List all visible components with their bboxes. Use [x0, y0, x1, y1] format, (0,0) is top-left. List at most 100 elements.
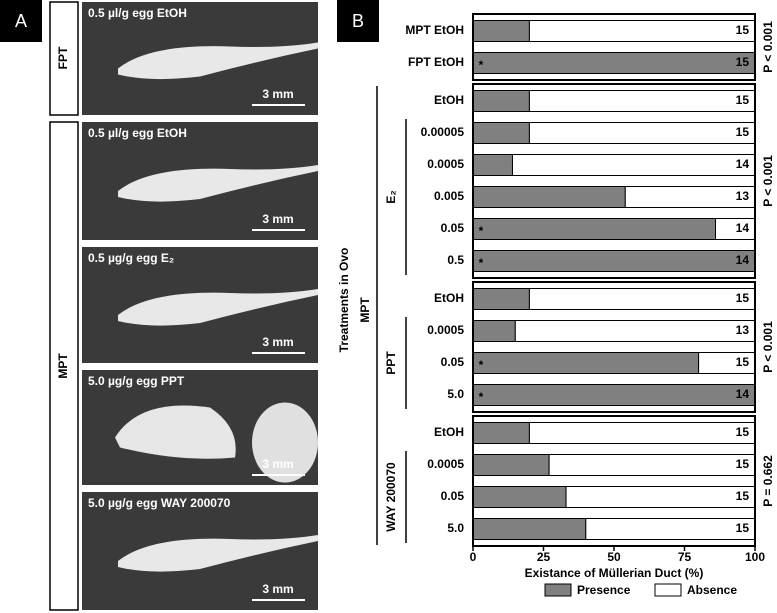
row-label: EtOH	[434, 425, 464, 439]
bar	[472, 218, 717, 240]
significance: *	[479, 58, 484, 72]
p-value: P < 0.001	[761, 321, 775, 373]
row-label: MPT EtOH	[405, 23, 464, 37]
row-label: EtOH	[434, 93, 464, 107]
row-label: 5.0	[447, 521, 464, 535]
n-label: 15	[736, 457, 750, 471]
scale-label: 3 mm	[262, 457, 293, 471]
legend-swatch	[544, 583, 572, 597]
bar	[472, 20, 530, 42]
bar	[528, 422, 756, 444]
tissue	[118, 289, 318, 326]
row-label: 0.05	[441, 489, 465, 503]
bar	[472, 454, 550, 476]
fpt-label: FPT	[56, 46, 70, 69]
n-label: 15	[736, 291, 750, 305]
scale-label: 3 mm	[262, 87, 293, 101]
group-label: WAY 200070	[384, 462, 398, 532]
bar	[585, 518, 756, 540]
bar	[514, 320, 756, 342]
bar	[472, 52, 756, 74]
row-label: 0.0005	[427, 323, 464, 337]
tissue	[118, 165, 318, 202]
n-label: 14	[736, 253, 750, 267]
row-label: EtOH	[434, 291, 464, 305]
row-label: 0.05	[441, 221, 465, 235]
legend-swatch	[654, 583, 682, 597]
panel-label: A	[15, 11, 27, 31]
bar	[565, 486, 756, 508]
n-label: 15	[736, 355, 750, 369]
n-label: 13	[736, 189, 750, 203]
n-label: 15	[736, 93, 750, 107]
bar	[548, 454, 756, 476]
bar	[472, 250, 756, 272]
legend-label: Presence	[577, 583, 631, 597]
bar	[511, 154, 756, 176]
n-label: 15	[736, 125, 750, 139]
x-tick-label: 50	[607, 550, 621, 564]
bar	[472, 186, 626, 208]
row-label: 0.5	[447, 253, 464, 267]
row-label: FPT EtOH	[408, 55, 464, 69]
row-label: 0.00005	[421, 125, 465, 139]
group-label: E₂	[384, 190, 398, 203]
significance: *	[479, 390, 484, 404]
group-box	[472, 13, 756, 81]
bar	[472, 352, 700, 374]
x-tick-label: 100	[745, 550, 765, 564]
bar	[472, 518, 587, 540]
x-tick-label: 25	[537, 550, 551, 564]
mpt-label: MPT	[56, 353, 70, 379]
x-tick-label: 0	[470, 550, 477, 564]
fpt-box	[49, 1, 79, 116]
p-value: P < 0.001	[761, 21, 775, 73]
n-label: 14	[736, 387, 750, 401]
n-label: 15	[736, 55, 750, 69]
scale-label: 3 mm	[262, 335, 293, 349]
n-label: 15	[736, 489, 750, 503]
n-label: 13	[736, 323, 750, 337]
bar	[472, 122, 530, 144]
scale-label: 3 mm	[262, 582, 293, 596]
photo-caption: 0.5 µg/g egg E₂	[88, 251, 174, 265]
significance: *	[479, 256, 484, 270]
bar	[472, 288, 530, 310]
bar	[472, 486, 567, 508]
significance: *	[479, 224, 484, 238]
group-box	[472, 83, 756, 279]
bar	[528, 288, 756, 310]
bar	[472, 384, 756, 406]
photo-caption: 5.0 µg/g egg PPT	[88, 374, 185, 388]
photo-caption: 0.5 µl/g egg EtOH	[88, 6, 187, 20]
p-value: P = 0.662	[761, 455, 775, 507]
scale-label: 3 mm	[262, 212, 293, 226]
group-box	[472, 281, 756, 413]
n-label: 15	[736, 521, 750, 535]
photo-caption: 0.5 µl/g egg EtOH	[88, 126, 187, 140]
row-label: 0.05	[441, 355, 465, 369]
bar	[528, 90, 756, 112]
n-label: 15	[736, 425, 750, 439]
p-value: P < 0.001	[761, 155, 775, 207]
mpt-box	[49, 121, 79, 611]
tissue	[115, 405, 236, 459]
bar	[472, 90, 530, 112]
tissue	[118, 535, 318, 572]
panel-label: B	[352, 11, 364, 31]
row-label: 0.0005	[427, 157, 464, 171]
group-label: PPT	[384, 351, 398, 375]
y-axis-title: Treatments in Ovo	[337, 248, 351, 353]
bar	[472, 154, 513, 176]
tissue	[252, 402, 318, 483]
photo-caption: 5.0 µg/g egg WAY 200070	[88, 496, 231, 510]
panel-b-box	[337, 0, 379, 42]
row-label: 5.0	[447, 387, 464, 401]
x-axis-title: Existance of Müllerian Duct (%)	[525, 566, 704, 580]
row-label: 0.0005	[427, 457, 464, 471]
significance: *	[479, 358, 484, 372]
tissue	[118, 42, 318, 80]
bar	[472, 422, 530, 444]
panel-a-box	[0, 0, 42, 42]
